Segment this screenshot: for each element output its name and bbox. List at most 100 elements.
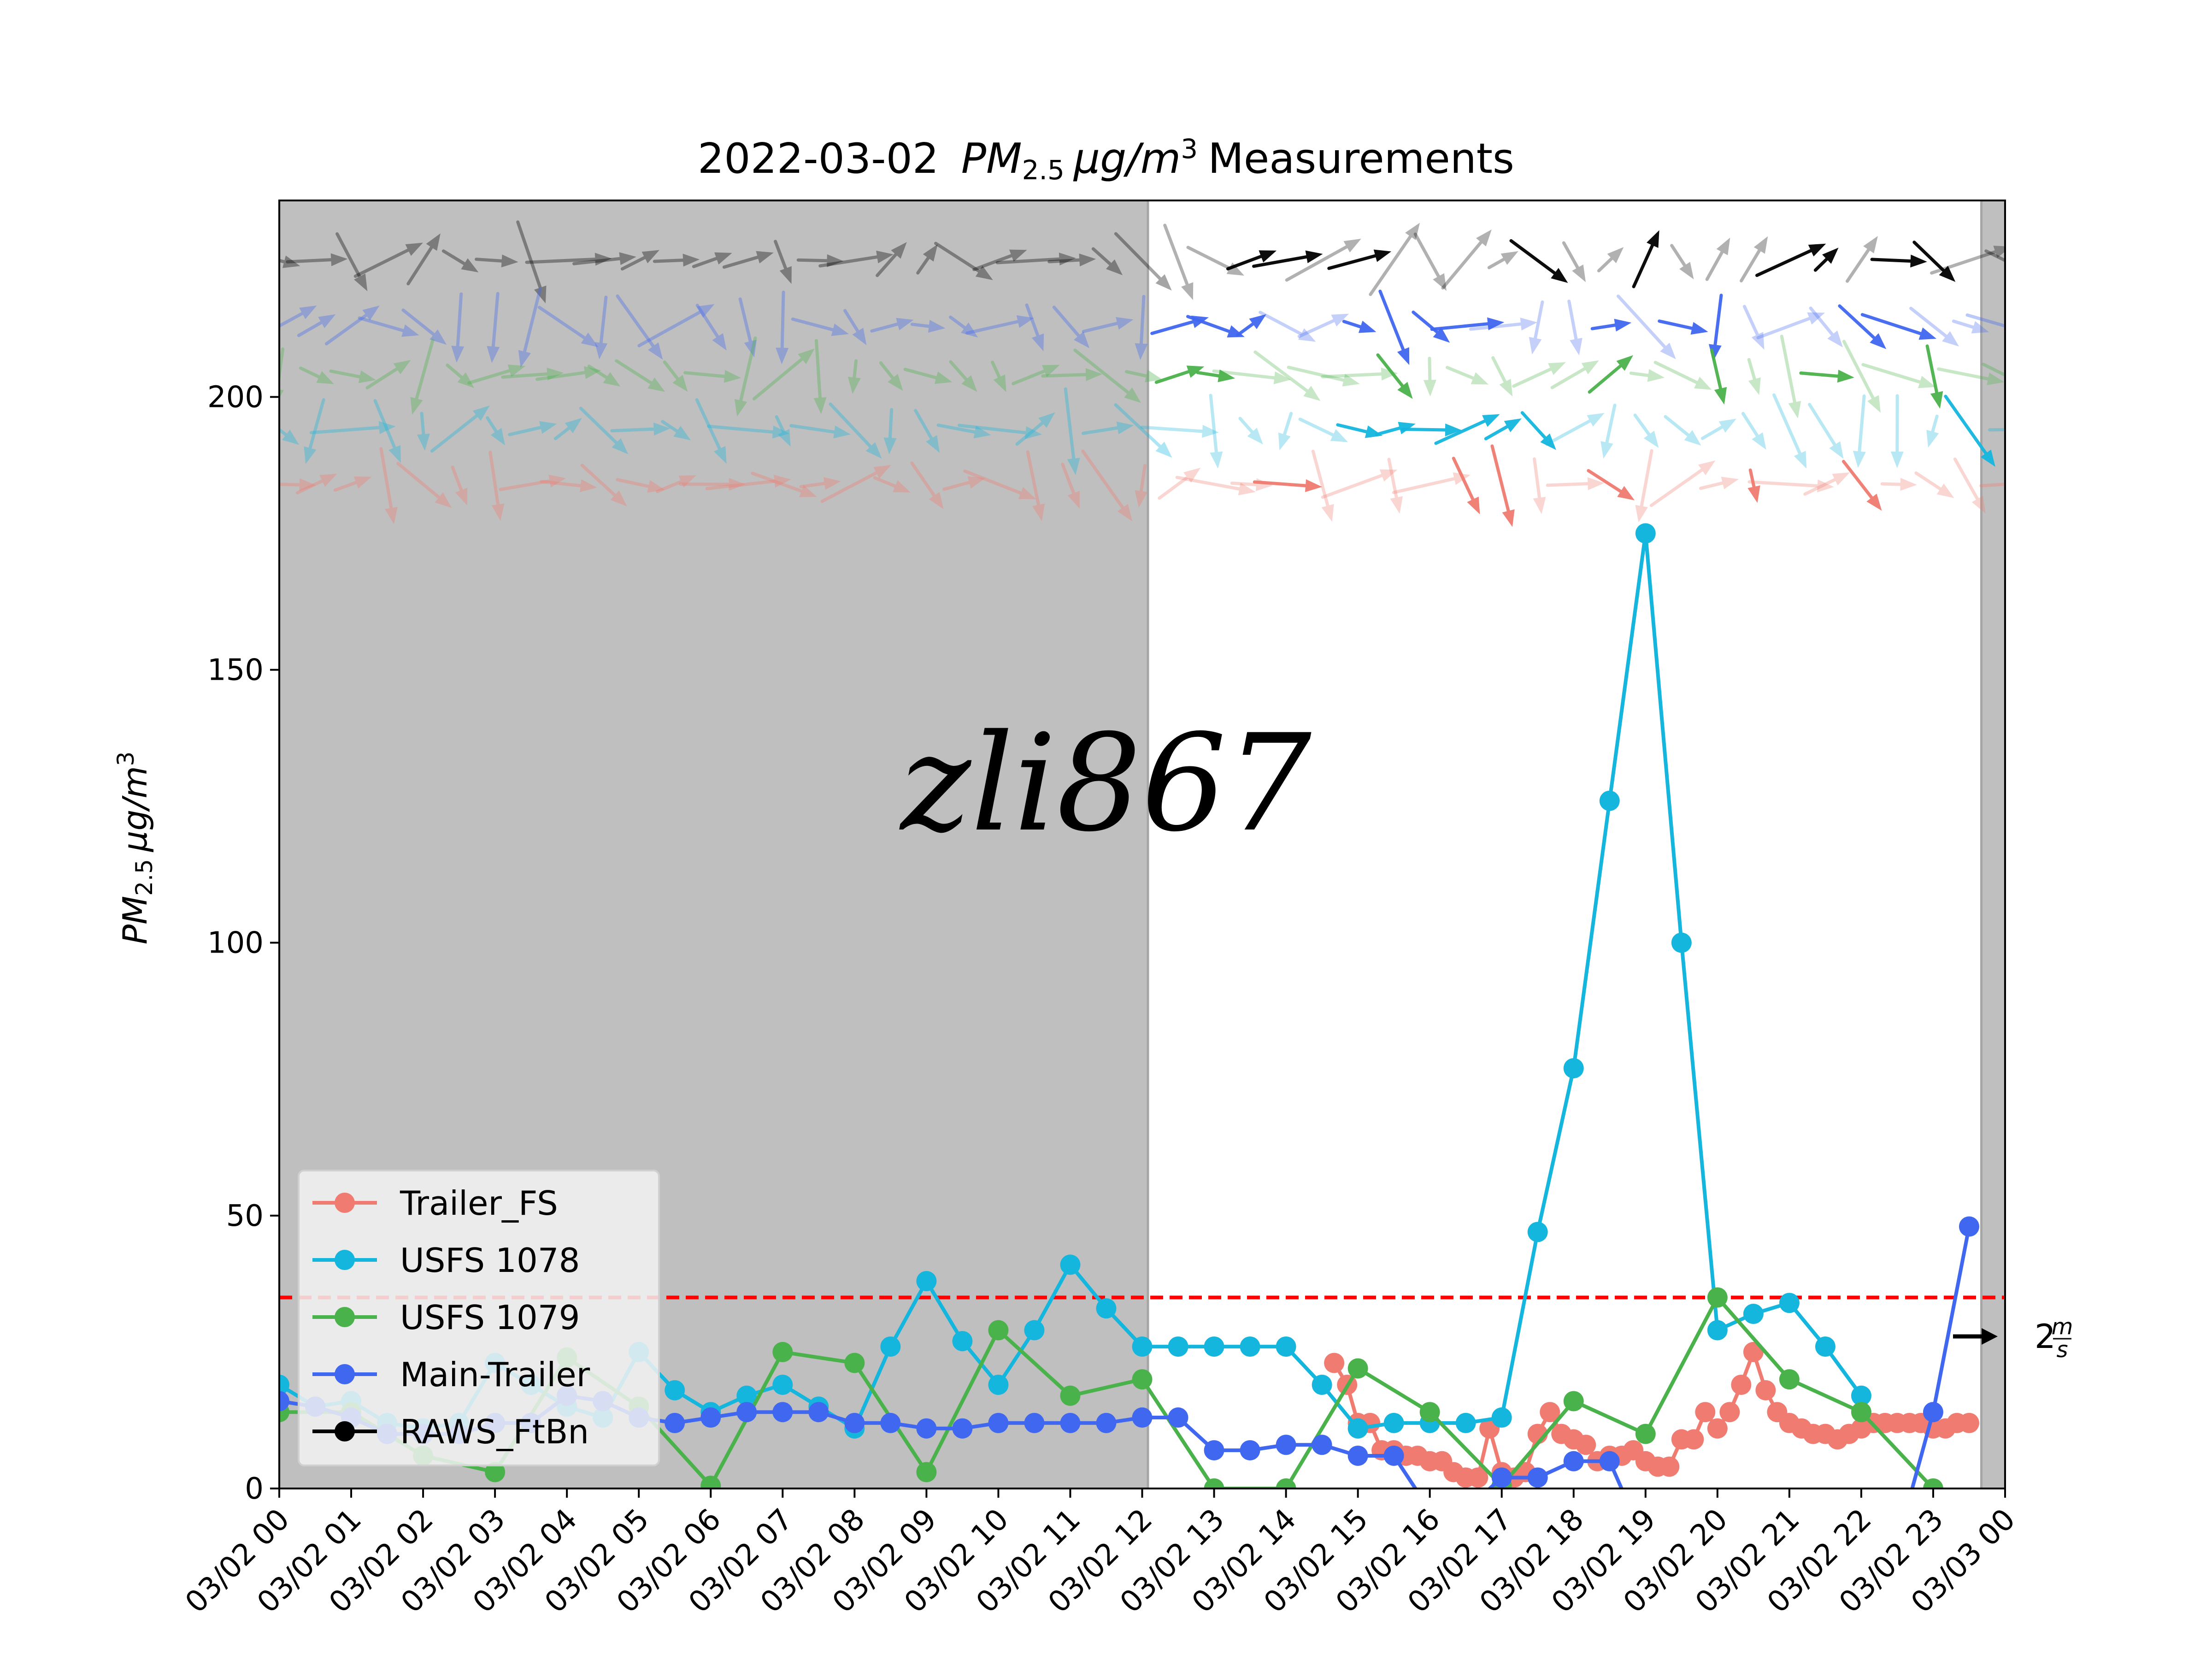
wind-arrow [936,424,991,439]
wind-arrow-shaft [598,295,608,357]
wind-arrow [1327,249,1392,270]
wind-arrow [1321,367,1398,381]
wind-arrow [873,476,911,493]
wind-arrow-head [827,254,844,267]
data-point [1491,1407,1512,1428]
wind-arrow-head [925,435,940,453]
wind-arrow [1226,250,1277,271]
wind-arrow [1780,335,1801,419]
wind-arrow-shaft [1413,232,1446,288]
wind-arrow-shaft [1860,313,1934,339]
wind-arrow [1809,306,1843,347]
y-tick-label: 0 [245,1472,264,1506]
wind-arrow-head [1721,477,1739,489]
data-point [916,1418,937,1439]
data-point [1060,1385,1081,1406]
wind-arrow-shaft [358,316,417,336]
wind-arrow-shaft [616,294,662,358]
wind-arrow-shaft [1230,482,1270,487]
wind-arrow-shaft [610,427,668,433]
wind-arrow-head [1405,223,1420,240]
wind-arrow-head [354,273,368,291]
wind-arrow-shaft [663,360,687,390]
wind-arrow-shaft [1321,470,1395,499]
svg-text:m: m [2052,1314,2073,1340]
data-point [1755,1380,1776,1400]
wind-arrow-head [1587,413,1605,427]
wind-arrow-head [539,421,557,434]
wind-arrow-shaft [1073,348,1139,402]
wind-arrow-head [724,370,741,383]
wind-arrow-head [1259,250,1277,263]
wind-arrow-head [1690,322,1708,335]
wind-arrow-head [1059,253,1076,266]
wind-arrow-shaft [1531,300,1544,352]
wind-arrow [1196,369,1235,382]
wind-arrow [934,241,993,280]
wind-arrow [679,478,746,491]
wind-arrow-head [928,320,946,333]
wind-arrow-shaft [1936,367,2001,383]
wind-arrow [692,252,732,268]
wind-arrow [1708,294,1723,361]
wind-arrow-shaft [1545,413,1602,446]
wind-arrow [279,347,285,399]
wind-arrow-head [1643,430,1659,448]
wind-arrow-head [1342,374,1360,387]
wind-arrow [1081,449,1132,521]
wind-arrow [1235,314,1266,337]
wind-arrow-head [873,465,891,479]
wind-arrow-head [2008,423,2025,436]
wind-arrow-shaft [705,478,788,490]
wind-arrow [1490,444,1515,527]
wind-arrow [1944,394,1995,467]
wind-arrow-shaft [1914,471,1952,497]
wind-arrow [1124,370,1163,382]
wind-arrow-head [1617,486,1635,500]
wind-arrow-shaft [279,259,298,267]
wind-arrow-shaft [1138,464,1147,505]
wind-arrow [752,348,815,400]
wind-arrow [1699,477,1739,490]
wind-arrow-head [451,346,465,363]
wind-arrow-shaft [1988,428,2005,432]
wind-arrow [1298,418,1348,442]
data-point [1635,1424,1656,1444]
wind-arrow-head [2017,477,2034,490]
wind-arrow-head [973,425,991,439]
wind-arrow-shaft [286,257,345,264]
legend-label: Main-Trailer [400,1355,590,1394]
data-point [1707,1418,1728,1439]
data-point [736,1385,757,1406]
wind-arrow-head [410,397,423,415]
wind-arrow-head [1016,315,1034,328]
wind-arrow-head [299,478,316,491]
data-point [1563,1391,1584,1412]
wind-arrow-shaft [1047,258,1093,264]
wind-arrow-shaft [1740,238,1767,282]
wind-arrow-head [961,375,977,392]
wind-arrow-shaft [1741,412,1765,448]
wind-arrow-head [774,475,791,488]
wind-arrow-shaft [958,424,1039,436]
wind-arrow-shaft [736,336,757,414]
wind-arrow-head [1073,331,1090,348]
wind-arrow-shaft [888,408,894,452]
wind-arrow [1813,247,1839,272]
wind-arrow-shaft [1597,248,1622,273]
wind-arrow [365,360,411,389]
wind-arrow [818,250,894,268]
wind-arrow [1742,305,1765,350]
data-point [485,1462,506,1483]
wind-arrow-shaft [910,461,943,507]
wind-arrow-head [1794,451,1807,469]
wind-arrow-head [697,304,715,318]
wind-arrow-shaft [752,350,813,400]
wind-arrow-shaft [1287,365,1357,385]
wind-arrow-head [1487,317,1505,330]
data-point [1695,1402,1716,1423]
wind-arrow-shaft [412,338,435,412]
wind-arrow-head [1832,472,1850,486]
wind-arrow [616,294,663,360]
wind-arrow [333,476,372,492]
